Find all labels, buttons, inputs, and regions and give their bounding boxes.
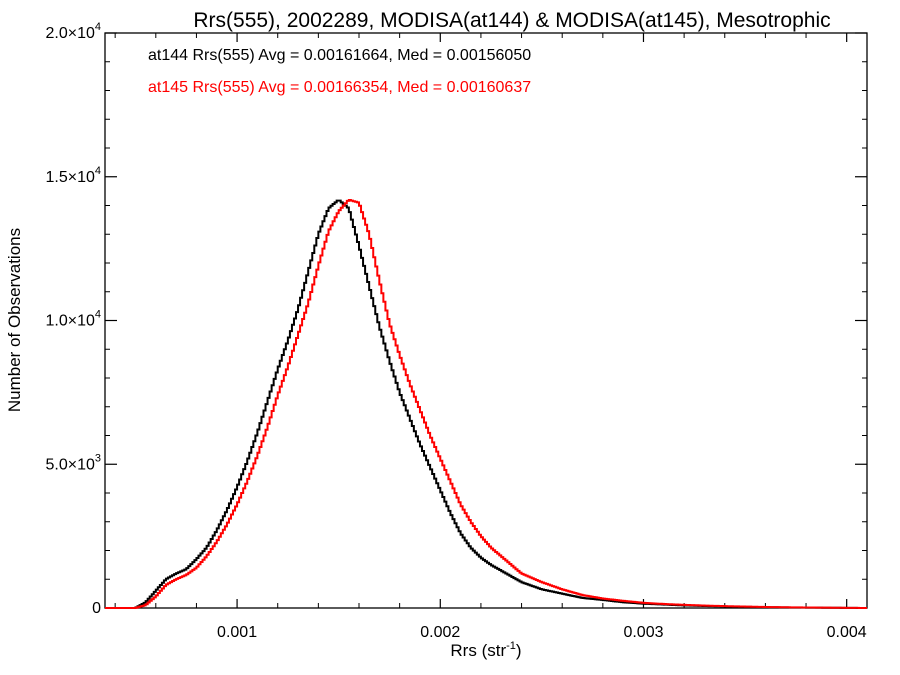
annotation-at144: at144 Rrs(555) Avg = 0.00161664, Med = 0…: [148, 47, 531, 64]
x-axis-label-main: Rrs (str: [450, 641, 506, 660]
y-tick-label: 0: [92, 600, 101, 617]
x-tick-label: 0.004: [827, 624, 867, 641]
x-tick-label: 0.001: [217, 624, 257, 641]
series-line-1: [105, 199, 867, 609]
x-axis-label-end: ): [516, 641, 522, 660]
y-tick-label: 5.0×103: [45, 452, 101, 473]
y-tick-label: 1.0×104: [45, 309, 101, 330]
ticks: [105, 32, 867, 609]
series-line-0: [105, 199, 867, 609]
x-axis-label: Rrs (str-1): [450, 640, 521, 660]
x-tick-label: 0.002: [420, 624, 460, 641]
annotation-at145: at145 Rrs(555) Avg = 0.00166354, Med = 0…: [148, 79, 531, 96]
y-axis-label: Number of Observations: [5, 228, 24, 412]
x-tick-label: 0.003: [623, 624, 663, 641]
plot-frame: [104, 32, 868, 609]
x-axis-label-sup: -1: [506, 640, 516, 652]
y-tick-label: 1.5×104: [45, 165, 101, 186]
chart-title: Rrs(555), 2002289, MODISA(at144) & MODIS…: [193, 9, 830, 32]
tick-labels: 0.001 0.002 0.003 0.004 0 5.0×103 1.0×104 1.5×1…: [45, 21, 866, 641]
series-group: [105, 199, 867, 609]
y-tick-label: 2.0×104: [45, 21, 101, 42]
